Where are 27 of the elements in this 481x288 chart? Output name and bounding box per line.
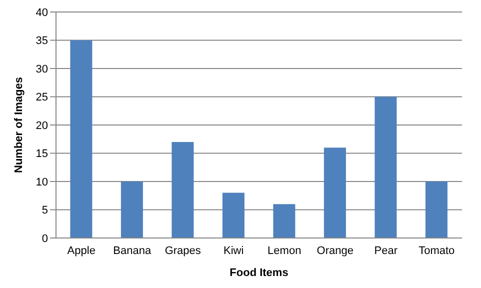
bar [172, 142, 194, 238]
bar [324, 148, 346, 238]
y-tick-label: 25 [36, 92, 48, 104]
bar [273, 204, 296, 238]
y-tick-label: 5 [42, 204, 48, 217]
x-tick-label: Kiwi [224, 244, 244, 257]
bar [374, 96, 397, 238]
x-axis-title: Food Items [230, 267, 288, 279]
y-tick-label: 40 [36, 6, 48, 19]
y-tick-label: 30 [36, 63, 48, 76]
x-tick-label: Grapes [164, 244, 202, 257]
bar [222, 192, 244, 238]
x-tick-label: Pear [374, 244, 398, 257]
x-tick-label: Banana [113, 244, 152, 257]
y-axis-title: Number of Images [12, 77, 25, 173]
x-tick-label: Tomato [418, 244, 455, 257]
bar [425, 182, 448, 238]
x-tick-label: Apple [67, 244, 96, 257]
x-tick-label: Lemon [268, 244, 302, 257]
bar [70, 40, 92, 238]
bar [120, 182, 143, 238]
y-tick-label: 10 [36, 176, 48, 188]
y-tick-label: 20 [36, 120, 48, 132]
x-tick-label: Orange [316, 244, 354, 257]
y-tick-label: 15 [36, 148, 48, 160]
y-tick-label: 0 [42, 232, 48, 245]
y-tick-label: 35 [36, 35, 48, 48]
